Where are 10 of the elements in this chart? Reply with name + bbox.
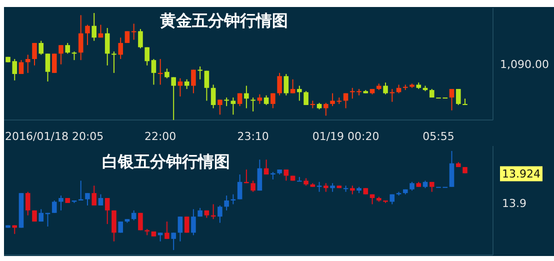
chart-title: 黄金五分钟行情图 <box>159 11 288 30</box>
x-tick-label: 05:55 <box>422 130 454 143</box>
x-tick-label: 23:10 <box>237 130 269 143</box>
y-tick-label: 13.9 <box>502 196 526 210</box>
chart-title: 白银五分钟行情图 <box>102 152 230 171</box>
x-tick-label: 01/19 00:20 <box>312 130 380 143</box>
x-tick-label: 2016/01/18 20:05 <box>5 130 104 143</box>
x-tick-label: 22:00 <box>144 130 176 143</box>
text: 1,090.00 <box>500 58 549 71</box>
y-tick-label: 13.924 <box>502 167 540 180</box>
